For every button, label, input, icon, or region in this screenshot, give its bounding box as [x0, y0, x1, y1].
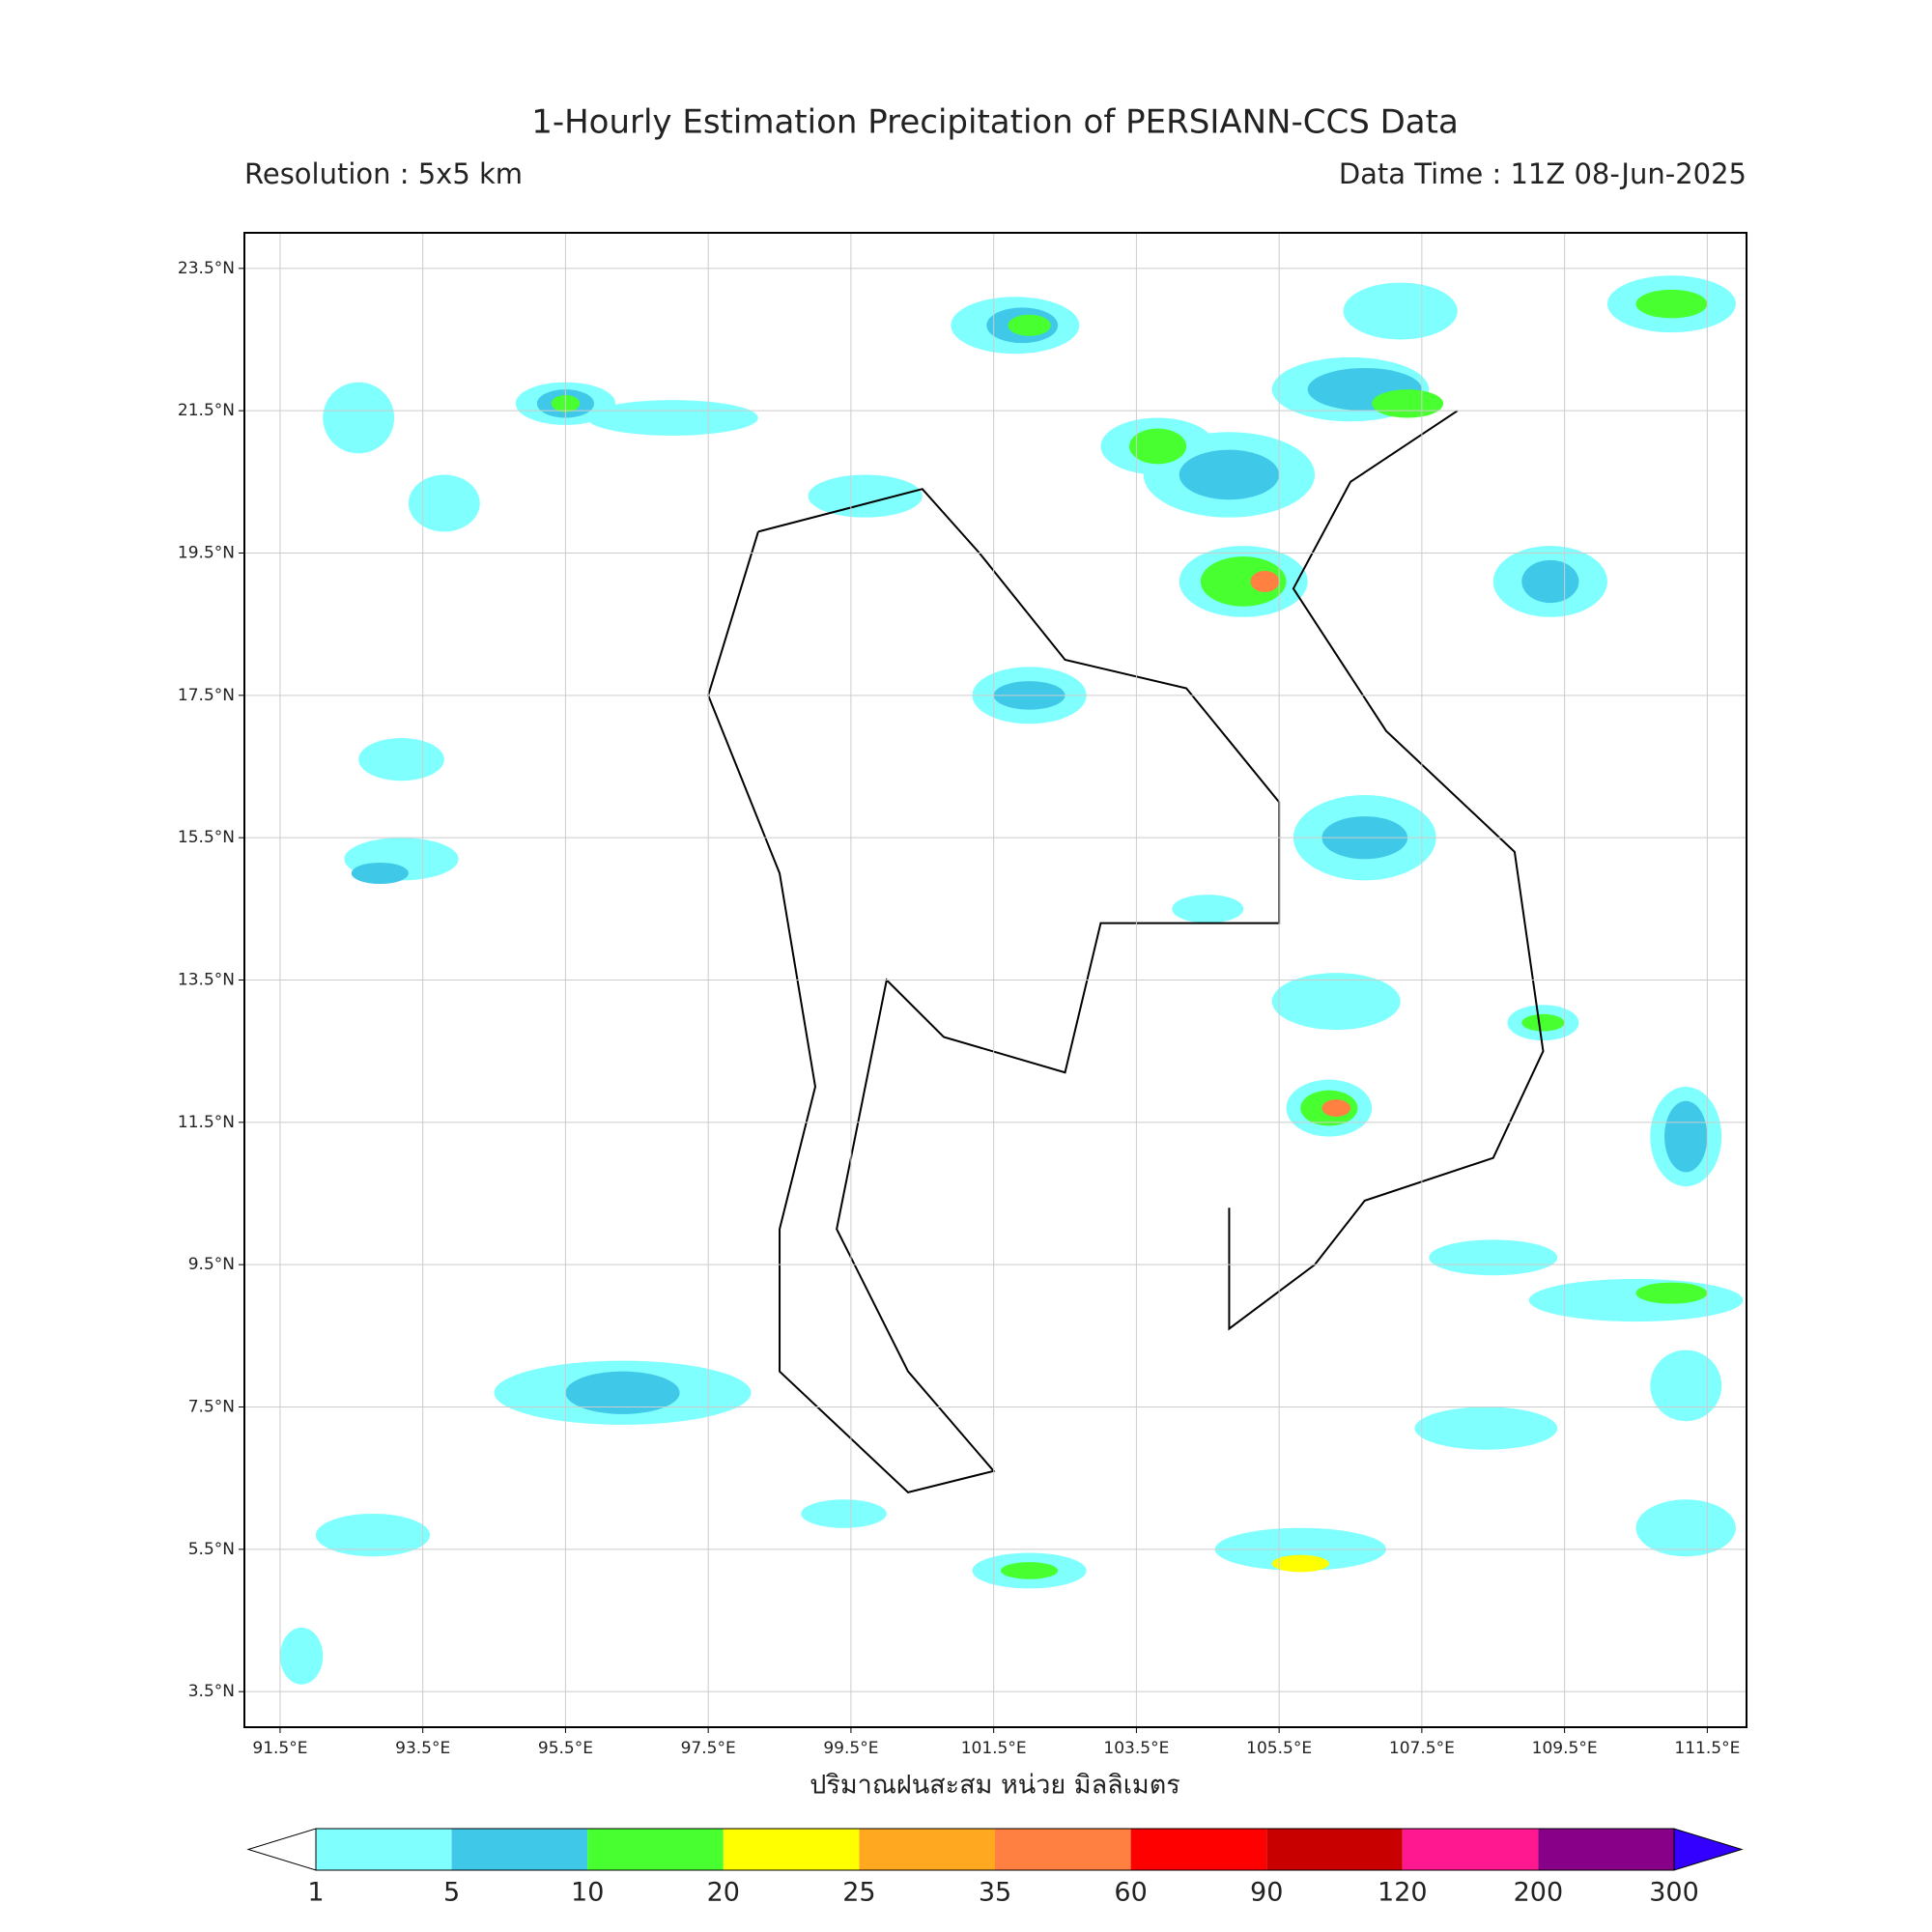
x-tick-label: 109.5°E: [1532, 1739, 1598, 1758]
colorbar-segment: [587, 1829, 724, 1870]
rain-area: [1001, 1562, 1059, 1579]
map-frame: [243, 232, 1747, 1728]
colorbar-segment: [1402, 1829, 1539, 1870]
rain-area: [358, 738, 444, 781]
rain-area: [1635, 289, 1708, 319]
resolution: Resolution : 5x5 km: [244, 157, 523, 190]
rain-area: [1372, 389, 1444, 418]
rain-area: [1635, 1499, 1736, 1557]
colorbar-label: 5: [443, 1878, 460, 1908]
y-tick-label: 23.5°N: [178, 259, 235, 278]
rain-area: [1008, 314, 1051, 336]
colorbar-label: 35: [979, 1878, 1011, 1908]
rain-area: [1650, 1350, 1722, 1422]
y-tick-label: 9.5°N: [188, 1255, 235, 1274]
rain-area: [1343, 282, 1458, 340]
y-tick-label: 11.5°N: [178, 1113, 235, 1132]
colorbar-segment: [316, 1829, 452, 1870]
rain-area: [1172, 895, 1244, 923]
rain-area: [1271, 1554, 1329, 1573]
x-tick-label: 95.5°E: [538, 1739, 593, 1758]
y-tick-label: 5.5°N: [188, 1540, 235, 1559]
colorbar-label: 60: [1114, 1878, 1147, 1908]
colorbar-label: 1: [307, 1878, 324, 1908]
colorbar-label: 300: [1649, 1878, 1699, 1908]
y-tick-label: 15.5°N: [178, 828, 235, 847]
colorbar-segment: [1130, 1829, 1267, 1870]
colorbar-segment: [859, 1829, 995, 1870]
rain-area: [1429, 1239, 1558, 1276]
rain-area: [323, 382, 395, 454]
y-tick-label: 21.5°N: [178, 401, 235, 420]
colorbar-label: 90: [1250, 1878, 1283, 1908]
rain-area: [351, 862, 409, 885]
x-tick-label: 105.5°E: [1246, 1739, 1312, 1758]
rain-area: [315, 1514, 431, 1557]
x-tick-label: 91.5°E: [252, 1739, 307, 1758]
rain-area: [1664, 1100, 1708, 1173]
rain-area: [1271, 973, 1401, 1031]
rain-area: [1200, 556, 1287, 607]
rain-area: [1179, 449, 1280, 500]
x-tick-label: 103.5°E: [1103, 1739, 1169, 1758]
colorbar-segment: [1266, 1829, 1403, 1870]
x-tick-label: 97.5°E: [681, 1739, 736, 1758]
rain-area: [1521, 559, 1579, 604]
rain-layer: [279, 275, 1744, 1685]
x-tick-label: 111.5°E: [1674, 1739, 1740, 1758]
colorbar-under: [246, 1828, 317, 1871]
x-tick-label: 93.5°E: [395, 1739, 450, 1758]
colorbar-label: 25: [842, 1878, 875, 1908]
x-tick-label: 107.5°E: [1389, 1739, 1455, 1758]
rain-area: [565, 1371, 680, 1414]
colorbar-segment: [451, 1829, 588, 1870]
colorbar: 1 5 10 20 25 35 60 90 120 200 300: [246, 1828, 1744, 1908]
rain-area: [1528, 1278, 1744, 1322]
y-tick-label: 13.5°N: [178, 971, 235, 990]
rain-area: [408, 474, 480, 532]
y-tick-label: 7.5°N: [188, 1398, 235, 1417]
x-tick-label: 99.5°E: [823, 1739, 878, 1758]
map-area: 91.5°E 93.5°E 95.5°E 97.5°E 99.5°E 101.5°E 103…: [178, 232, 1747, 1758]
x-tick-label: 101.5°E: [961, 1739, 1027, 1758]
colorbar-label: 200: [1514, 1878, 1564, 1908]
map-title: 1-Hourly Estimation Precipitation of PER…: [531, 103, 1459, 142]
rain-area: [1414, 1406, 1558, 1450]
rain-area: [801, 1499, 887, 1528]
rain-area: [1321, 1099, 1351, 1117]
colorbar-frame: [315, 1828, 1675, 1871]
colorbar-label: 10: [571, 1878, 604, 1908]
rain-area: [279, 1627, 324, 1685]
rain-area: [1635, 1282, 1708, 1304]
colorbar-label: 20: [707, 1878, 740, 1908]
x-axis-label: ปริมาณฝนสะสม หน่วย มิลลิเมตร: [810, 1771, 1180, 1801]
colorbar-over: [1673, 1828, 1744, 1871]
colorbar-segment: [1538, 1829, 1674, 1870]
data-time: Data Time : 11Z 08-Jun-2025: [1339, 157, 1747, 190]
colorbar-label: 120: [1378, 1878, 1428, 1908]
rain-area: [1250, 570, 1280, 593]
rain-area: [808, 474, 923, 518]
rain-area: [1129, 428, 1187, 465]
rain-area: [1521, 1013, 1565, 1032]
colorbar-segment: [723, 1829, 860, 1870]
rain-area: [586, 400, 758, 436]
y-tick-label: 3.5°N: [188, 1682, 235, 1701]
y-tick-label: 17.5°N: [178, 686, 235, 705]
colorbar-segment: [995, 1829, 1131, 1870]
y-tick-label: 19.5°N: [178, 544, 235, 563]
